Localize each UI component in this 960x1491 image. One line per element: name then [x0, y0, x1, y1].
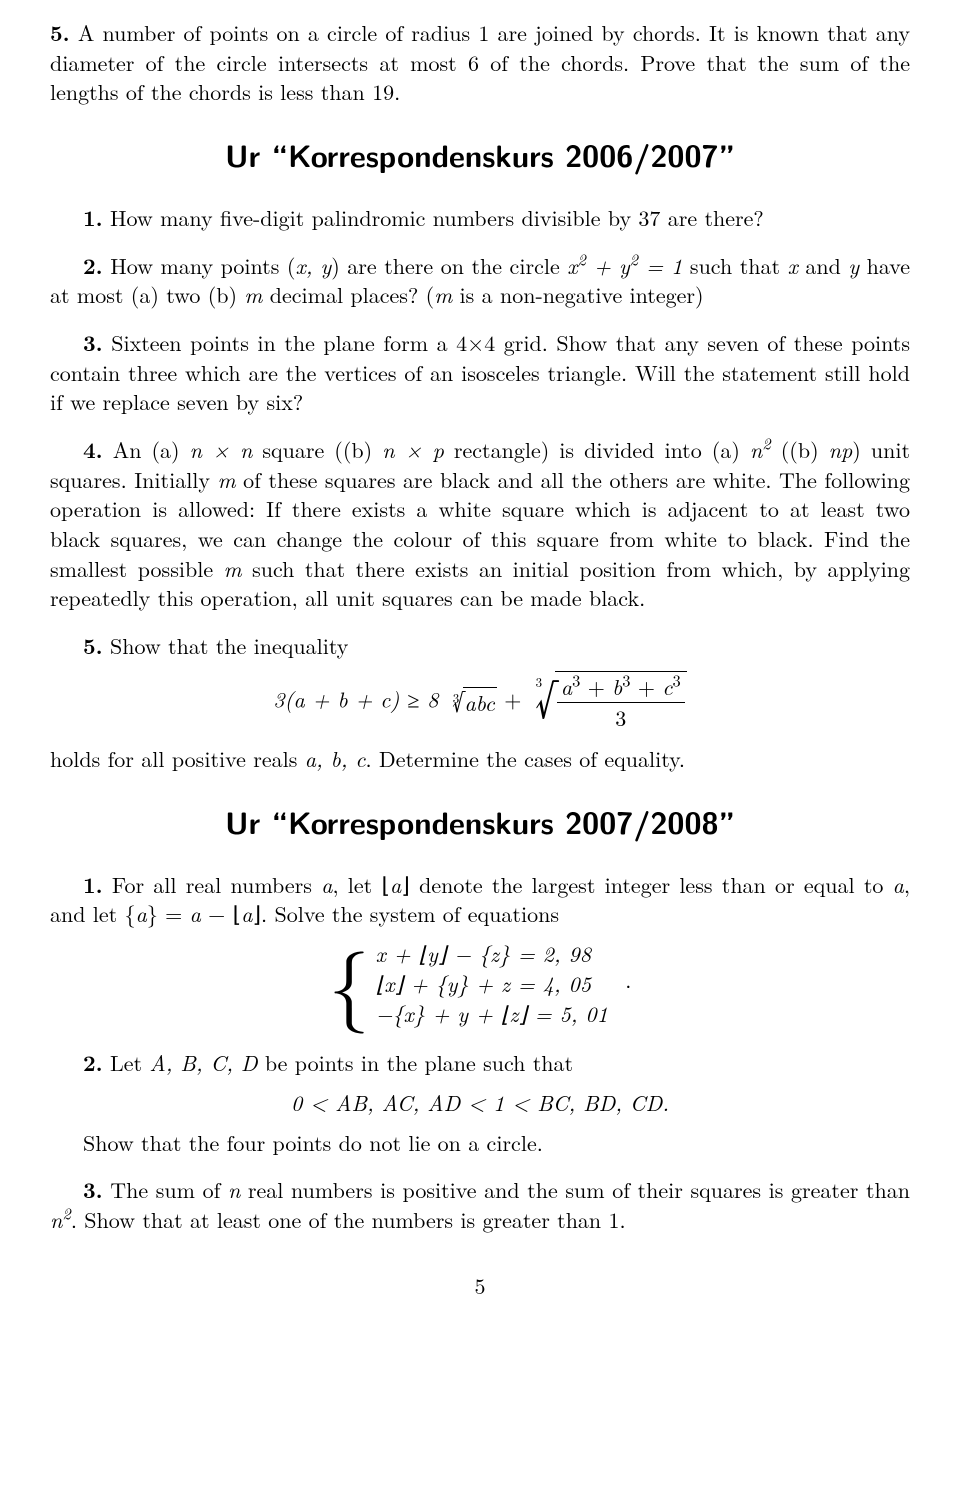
math: n2 [50, 1204, 71, 1235]
math: n [228, 1174, 240, 1205]
frac-num: a3 + b3 + c3 [557, 672, 685, 703]
lhs: 3(a + b + c) ≥ 8 [273, 683, 438, 714]
math: m [244, 279, 262, 310]
math: a [390, 869, 401, 900]
math: m [224, 553, 242, 584]
system-display: { x + ⌊y⌋ − {z} = 2, 98 ⌊x⌋ + {y} + z = … [50, 939, 910, 1028]
text: is a non-negative integer) [452, 279, 703, 310]
inequality-display-2: 0 < AB, AC, AD < 1 < BC, BD, CD. [50, 1088, 910, 1118]
problem-number: 3. [83, 327, 103, 358]
section-title-2007: Ur “Korrespondenskurs 2007/2008” [50, 802, 910, 844]
problem-2006-5-lead: 5. Show that the inequality [50, 631, 910, 661]
problem-2007-1: 1. For all real numbers a, let ⌊a⌋ denot… [50, 870, 910, 929]
text: , let ⌊ [332, 869, 390, 900]
problem-number: 3. [83, 1174, 103, 1205]
text: ⌋. Solve the system of equations [252, 898, 559, 929]
section-title-2006: Ur “Korrespondenskurs 2006/2007” [50, 135, 910, 177]
math: a [136, 898, 147, 929]
problem-number: 2. [83, 1047, 103, 1078]
text: decimal places? ( [262, 279, 434, 310]
math: np [829, 434, 853, 465]
text: How many points ( [110, 250, 295, 281]
sys-row-1: x + ⌊y⌋ − {z} = 2, 98 [376, 938, 591, 969]
problem-text: A number of points on a circle of radius… [50, 17, 910, 107]
text: holds for all positive reals [50, 743, 305, 774]
sys-row-3: −{x} + y + ⌊z⌋ = 5, 01 [376, 998, 608, 1029]
problem-text: Sixteen points in the plane form a 4×4 g… [50, 327, 910, 417]
period: . [625, 964, 631, 995]
math: m [218, 464, 236, 495]
plus: + [504, 683, 528, 714]
math: a [241, 898, 252, 929]
text: ((b) [771, 434, 829, 465]
cuberoot-abc: 3√abc [446, 687, 497, 718]
page-number: 5 [50, 1271, 910, 1301]
text: Let [110, 1047, 149, 1078]
math: y [848, 250, 859, 281]
brace-icon: { [329, 947, 370, 1013]
problem-number: 1. [83, 202, 103, 233]
problem-number: 2. [83, 250, 103, 281]
text: The sum of [110, 1174, 228, 1205]
math: A, B, C, D [149, 1047, 257, 1078]
problem-number: 5. [83, 630, 103, 661]
text: . Determine the cases of equality. [365, 743, 685, 774]
problem-2007-2: 2. Let A, B, C, D be points in the plane… [50, 1048, 910, 1078]
problem-2006-1: 1. How many five-digit palindromic numbe… [50, 203, 910, 233]
math: a [190, 898, 201, 929]
problem-2007-3: 3. The sum of n real numbers is positive… [50, 1175, 910, 1234]
problem-text: Show that the inequality [110, 630, 348, 661]
math: n2 [750, 434, 771, 465]
math: x, y [295, 250, 331, 281]
problem-number: 4. [83, 434, 103, 465]
math: n × p [382, 434, 444, 465]
text: − ⌊ [201, 898, 241, 929]
problem-number: 5. [50, 17, 70, 48]
text: square ((b) [252, 434, 382, 465]
problem-2006-4: 4. An (a) n × n square ((b) n × p rectan… [50, 435, 910, 613]
math: a [893, 869, 904, 900]
text: For all real numbers [112, 869, 321, 900]
problem-2007-2-tail: Show that the four points do not lie on … [50, 1128, 910, 1158]
text: rectangle) is divided into (a) [444, 434, 750, 465]
cuberoot-frac: 3√ a3 + b3 + c3 3 [529, 671, 687, 734]
problem-text: How many five-digit palindromic numbers … [110, 202, 764, 233]
text: An (a) [113, 434, 190, 465]
text: and [798, 250, 849, 281]
text: ) are there on the circle [331, 250, 567, 281]
problem-number: 1. [83, 869, 103, 900]
frac-den: 3 [557, 703, 685, 733]
math: x2 + y2 = 1 [567, 250, 682, 281]
text: ⌋ denote the largest integer less than o… [401, 869, 892, 900]
text: } = [147, 898, 190, 929]
math: a [321, 869, 332, 900]
text: Show that the four points do not lie on … [83, 1127, 543, 1158]
problem-2006-5-tail: holds for all positive reals a, b, c. De… [50, 744, 910, 774]
text: real numbers is positive and the sum of … [240, 1174, 910, 1205]
sys-row-2: ⌊x⌋ + {y} + z = 4, 05 [376, 968, 591, 999]
math: a, b, c [305, 743, 366, 774]
text: such that [682, 250, 787, 281]
text: . Show that at least one of the numbers … [71, 1204, 626, 1235]
problem-2006-2: 2. How many points (x, y) are there on t… [50, 251, 910, 310]
math: m [434, 279, 452, 310]
math: n × n [190, 434, 253, 465]
problem-top-5: 5. A number of points on a circle of rad… [50, 18, 910, 107]
problem-2006-3: 3. Sixteen points in the plane form a 4×… [50, 328, 910, 417]
inequality-display: 3(a + b + c) ≥ 8 3√abc + 3√ a3 + b3 + c3… [50, 671, 910, 734]
text: be points in the plane such that [258, 1047, 574, 1078]
math: x [788, 250, 798, 281]
